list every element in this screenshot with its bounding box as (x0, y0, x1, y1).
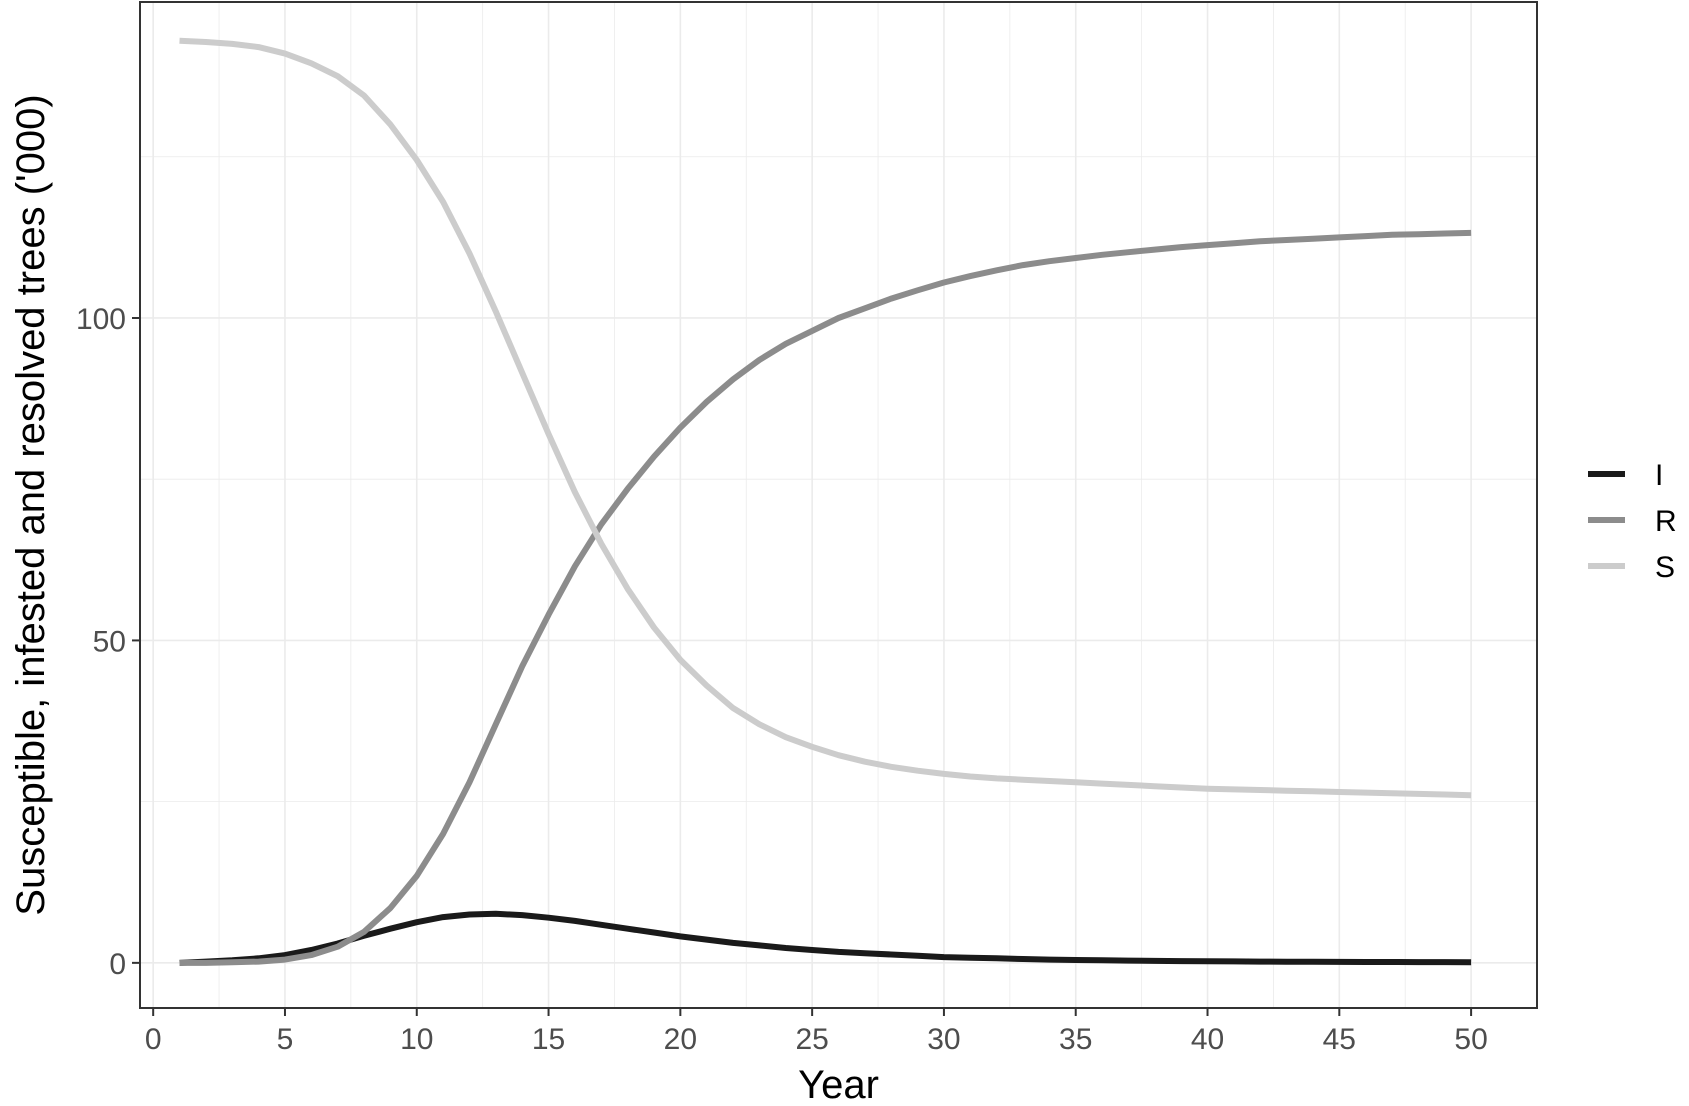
x-tick-label: 0 (145, 1023, 162, 1056)
y-axis-title: Susceptible, infested and resolved trees… (9, 94, 53, 915)
legend: IRS (1588, 459, 1677, 584)
legend-label-I: I (1655, 459, 1663, 492)
x-tick-label: 15 (532, 1023, 565, 1056)
series-lines (179, 37, 1472, 966)
y-tick-label: 0 (109, 948, 126, 981)
x-tick-label: 40 (1191, 1023, 1224, 1056)
x-tick-label: 5 (277, 1023, 294, 1056)
series-line-S (179, 37, 1472, 799)
series-line-I (179, 910, 1472, 966)
x-axis-title: Year (798, 1063, 879, 1106)
x-tick-label: 25 (795, 1023, 828, 1056)
y-tick-label: 50 (93, 625, 126, 658)
y-axis: 0 50 100 (76, 303, 140, 981)
x-tick-label: 30 (927, 1023, 960, 1056)
x-tick-label: 10 (400, 1023, 433, 1056)
legend-label-S: S (1655, 551, 1675, 584)
legend-label-R: R (1655, 505, 1677, 538)
x-tick-label: 50 (1454, 1023, 1487, 1056)
x-axis: 0 5 10 15 20 25 30 35 40 45 50 (145, 1008, 1488, 1056)
y-tick-label: 100 (76, 303, 126, 336)
x-tick-label: 45 (1323, 1023, 1356, 1056)
x-tick-label: 20 (664, 1023, 697, 1056)
panel-border (139, 1, 1538, 1009)
series-line-R (179, 229, 1472, 966)
x-tick-label: 35 (1059, 1023, 1092, 1056)
